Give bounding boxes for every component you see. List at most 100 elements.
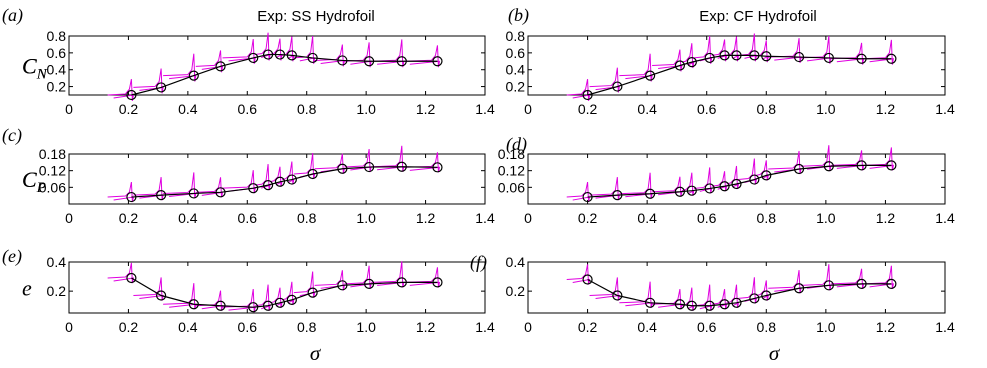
data-point: [704, 183, 715, 194]
x-tick-label: 0.8: [757, 210, 777, 226]
distribution-curve: [768, 38, 802, 64]
data-point: [886, 160, 897, 171]
data-point: [274, 176, 286, 187]
x-tick-label: 0: [524, 319, 532, 335]
data-point: [761, 170, 772, 181]
data-point: [749, 293, 760, 304]
x-tick-label: 0.8: [757, 319, 777, 335]
data-point: [396, 56, 407, 67]
y-tick-label: 0.4: [47, 254, 67, 270]
data-point: [582, 274, 593, 285]
distribution-curve: [314, 270, 345, 291]
y-axis-label: CN: [22, 54, 48, 83]
data-point: [396, 161, 407, 172]
data-point: [582, 89, 593, 101]
data-point: [612, 290, 623, 301]
data-point: [215, 300, 226, 311]
x-tick-label: 1.4: [475, 319, 495, 335]
y-tick-label: 0.2: [47, 79, 67, 95]
x-tick-label: 1.4: [935, 319, 955, 335]
panel-f: (f) 0 0.2 0.4 0.6 0.8 1.0 1.2 1.4 0.2 0.4: [470, 252, 955, 335]
distribution-curve: [863, 265, 895, 290]
data-point: [262, 300, 274, 311]
distribution-curve: [293, 152, 316, 180]
data-point: [248, 302, 259, 313]
title-left: Exp: SS Hydrofoil: [257, 8, 375, 25]
data-point: [719, 50, 730, 61]
panel-label: (e): [2, 246, 22, 267]
x-tick-label: 0.6: [697, 319, 717, 335]
x-tick-label: 0.2: [119, 101, 139, 117]
distribution-curve: [830, 268, 865, 290]
data-point: [286, 294, 297, 305]
axes-box: [527, 35, 946, 96]
x-tick-label: 0.6: [238, 210, 258, 226]
data-point: [686, 185, 697, 196]
data-point: [674, 299, 686, 310]
data-point: [262, 49, 274, 60]
axes-box: [68, 261, 486, 314]
distribution-curve: [222, 38, 256, 64]
x-tick-label: 1.2: [416, 319, 436, 335]
distribution-curve: [652, 289, 683, 310]
data-point: [156, 82, 167, 93]
x-axis-label-left: σ: [310, 341, 322, 365]
data-point: [686, 300, 697, 311]
data-point: [286, 50, 297, 61]
distribution-curve: [619, 281, 653, 308]
x-tick-label: 0.4: [637, 319, 657, 335]
distribution-curve: [107, 262, 135, 284]
mean-line: [131, 53, 438, 96]
data-point: [793, 283, 805, 294]
axes-box: [68, 35, 486, 96]
data-point: [793, 51, 805, 63]
x-tick-label: 0.4: [178, 319, 198, 335]
distribution-curve: [589, 67, 620, 93]
y-axis-label: e: [22, 276, 32, 301]
data-point: [274, 49, 286, 60]
y-axis-label: CP: [22, 167, 46, 196]
data-point: [337, 280, 348, 291]
distribution-curve: [403, 152, 441, 173]
distribution-curve: [652, 49, 683, 72]
distribution-curve: [371, 145, 405, 172]
data-point: [126, 89, 137, 101]
x-tick-label: 1.2: [876, 210, 896, 226]
x-tick-label: 1.4: [935, 210, 955, 226]
distribution-curve: [768, 270, 802, 294]
x-tick-label: 0: [65, 210, 73, 226]
data-point: [645, 297, 656, 308]
x-tick-label: 1.0: [356, 210, 376, 226]
y-tick-label: 0.12: [498, 163, 525, 179]
y-axis-label: CP: [22, 167, 46, 196]
y-tick-label: 0.4: [506, 254, 526, 270]
data-point: [856, 53, 867, 64]
data-point: [749, 50, 760, 61]
distribution-curve: [163, 53, 197, 82]
data-point: [156, 290, 167, 301]
distribution-curve: [344, 42, 372, 68]
data-point: [674, 60, 686, 71]
data-point: [823, 280, 834, 291]
panel-label: (c): [2, 125, 22, 146]
distribution-curve: [314, 44, 345, 67]
data-point: [337, 163, 348, 174]
x-tick-label: 0: [65, 319, 73, 335]
x-tick-label: 0.2: [119, 319, 139, 335]
data-point: [307, 287, 318, 298]
distribution-curve: [293, 271, 316, 298]
y-tick-label: 0.2: [506, 79, 526, 95]
x-tick-label: 0.6: [238, 319, 258, 335]
data-point: [761, 290, 772, 301]
distribution-curve: [403, 45, 441, 68]
data-point: [886, 278, 897, 289]
data-point: [582, 191, 593, 203]
distribution-curve: [195, 290, 224, 311]
panel-label: (d): [506, 134, 527, 155]
y-tick-label: 0.06: [498, 179, 525, 195]
axes-box: [527, 261, 946, 314]
x-tick-label: 0.6: [238, 101, 258, 117]
data-point: [364, 56, 375, 67]
data-point: [248, 183, 259, 194]
